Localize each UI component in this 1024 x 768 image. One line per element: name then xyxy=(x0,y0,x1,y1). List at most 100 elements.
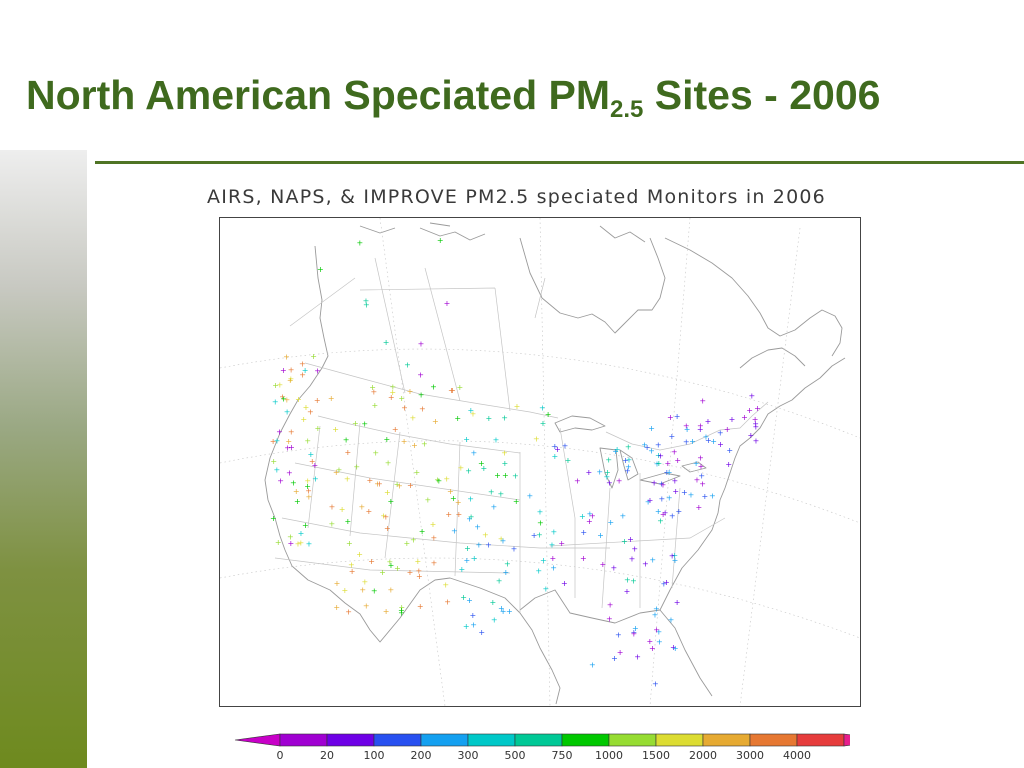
monitor-marker: + xyxy=(287,532,294,541)
monitor-marker: + xyxy=(359,586,366,595)
monitor-marker: + xyxy=(276,428,283,437)
title-divider xyxy=(95,161,1024,164)
monitor-marker: + xyxy=(561,579,568,588)
monitor-marker: + xyxy=(288,366,295,375)
monitor-marker: + xyxy=(370,388,377,397)
colorbar-cell xyxy=(420,733,469,747)
monitor-marker: + xyxy=(396,481,403,490)
monitor-marker: + xyxy=(447,487,454,496)
monitor-marker: + xyxy=(668,432,675,441)
monitor-marker: + xyxy=(329,502,336,511)
monitor-marker: + xyxy=(311,461,318,470)
monitor-marker: + xyxy=(506,607,513,616)
monitor-marker: + xyxy=(431,533,438,542)
monitor-marker: + xyxy=(394,564,401,573)
monitor-marker: + xyxy=(443,475,450,484)
monitor-marker: + xyxy=(294,497,301,506)
monitor-marker: + xyxy=(606,478,613,487)
monitor-marker: + xyxy=(664,468,671,477)
monitor-marker: + xyxy=(500,537,507,546)
monitor-marker: + xyxy=(501,459,508,468)
monitor-marker: + xyxy=(550,564,557,573)
colorbar-label: 4000 xyxy=(783,749,811,762)
monitor-marker: + xyxy=(345,607,352,616)
monitor-marker: + xyxy=(698,462,705,471)
monitor-marker: + xyxy=(469,611,476,620)
monitor-marker: + xyxy=(339,505,346,514)
monitor-marker: + xyxy=(632,624,639,633)
monitor-marker: + xyxy=(539,403,546,412)
monitor-marker: + xyxy=(275,538,282,547)
slide-title-tail: Sites - 2006 xyxy=(643,72,881,118)
monitor-marker: + xyxy=(272,381,279,390)
slide-title-subscript: 2.5 xyxy=(610,96,644,123)
monitor-marker: + xyxy=(502,568,509,577)
monitor-marker: + xyxy=(302,521,309,530)
monitor-marker: + xyxy=(620,512,627,521)
monitor-marker: + xyxy=(418,390,425,399)
monitor-marker: + xyxy=(689,437,696,446)
monitor-marker: + xyxy=(283,396,290,405)
colorbar-cell xyxy=(796,733,845,747)
monitor-marker: + xyxy=(607,518,614,527)
monitor-marker: + xyxy=(653,604,660,613)
monitor-marker: + xyxy=(470,621,477,630)
monitor-marker: + xyxy=(624,576,631,585)
monitor-marker: + xyxy=(488,487,495,496)
monitor-marker: + xyxy=(363,297,370,306)
monitor-marker: + xyxy=(431,559,438,568)
monitor-marker: + xyxy=(660,510,667,519)
monitor-marker: + xyxy=(672,644,679,653)
labrador-coast xyxy=(664,237,843,357)
monitor-marker: + xyxy=(407,481,414,490)
monitor-marker: + xyxy=(709,492,716,501)
monitor-marker: + xyxy=(616,476,623,485)
monitor-marker: + xyxy=(305,493,312,502)
monitor-marker: + xyxy=(660,481,667,490)
monitor-marker: + xyxy=(279,392,286,401)
monitor-marker: + xyxy=(470,448,477,457)
monitor-marker: + xyxy=(467,406,474,415)
monitor-marker: + xyxy=(649,556,656,565)
monitor-marker: + xyxy=(627,535,634,544)
monitor-marker: + xyxy=(540,556,547,565)
monitor-marker: + xyxy=(622,456,629,465)
province-lines xyxy=(289,257,546,412)
monitor-marker: + xyxy=(630,628,637,637)
monitor-marker: + xyxy=(662,509,669,518)
monitor-marker: + xyxy=(419,527,426,536)
monitor-marker: + xyxy=(749,392,756,401)
monitor-marker: + xyxy=(363,301,370,310)
monitor-marker: + xyxy=(333,603,340,612)
monitor-marker: + xyxy=(551,442,558,451)
monitor-marker: + xyxy=(645,498,652,507)
monitor-marker: + xyxy=(554,445,561,454)
monitor-marker: + xyxy=(417,371,424,380)
monitor-marker: + xyxy=(665,459,672,468)
monitor-marker: + xyxy=(698,471,705,480)
monitor-marker: + xyxy=(290,478,297,487)
monitor-marker: + xyxy=(432,417,439,426)
monitor-marker: + xyxy=(655,507,662,516)
monitor-marker: + xyxy=(549,554,556,563)
monitor-marker: + xyxy=(463,435,470,444)
monitor-marker: + xyxy=(398,606,405,615)
monitor-marker: + xyxy=(417,602,424,611)
great-lakes xyxy=(554,415,707,489)
monitor-marker: + xyxy=(655,628,662,637)
monitor-marker: + xyxy=(383,338,390,347)
map-title: AIRS, NAPS, & IMPROVE PM2.5 speciated Mo… xyxy=(207,186,826,208)
monitor-marker: + xyxy=(502,471,509,480)
monitor-marker: + xyxy=(501,414,508,423)
monitor-marker: + xyxy=(430,520,437,529)
meridian-lines xyxy=(379,218,801,706)
monitor-marker: + xyxy=(466,515,473,524)
monitor-marker: + xyxy=(401,437,408,446)
monitor-marker: + xyxy=(657,517,664,526)
monitor-marker: + xyxy=(612,447,619,456)
monitor-marker: + xyxy=(752,420,759,429)
monitor-marker: + xyxy=(368,557,375,566)
monitor-marker: + xyxy=(657,452,664,461)
monitor-marker: + xyxy=(684,425,691,434)
monitor-marker: + xyxy=(384,524,391,533)
